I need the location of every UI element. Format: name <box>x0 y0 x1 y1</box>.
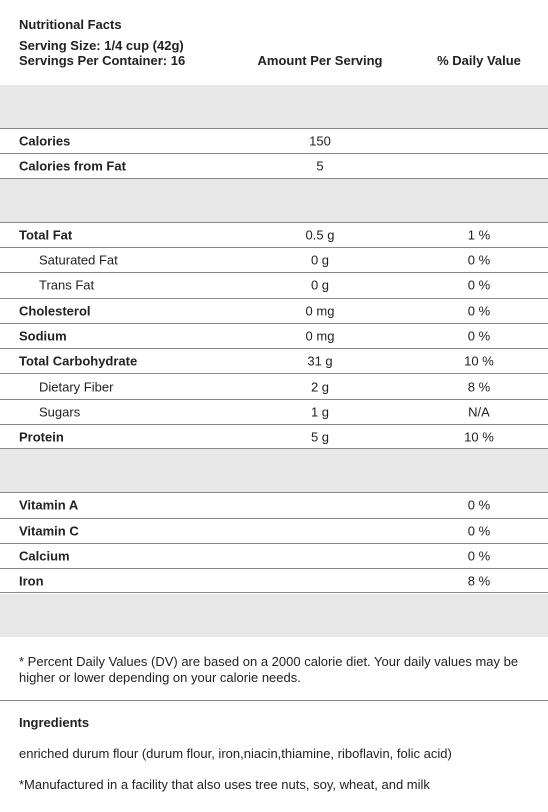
daily-value: 0 % <box>467 303 491 319</box>
amount: 0.5 g <box>305 227 335 243</box>
amount: 5 g <box>310 429 330 445</box>
nutrient-row: Calories from Fat 5 <box>0 153 548 179</box>
daily-value: 8 % <box>467 573 491 589</box>
nutrient-label: Sodium <box>19 328 67 344</box>
nutrient-row: Sugars 1 g N/A <box>0 398 548 424</box>
nutrient-row: Saturated Fat 0 g 0 % <box>0 246 548 272</box>
daily-value: 10 % <box>464 353 494 369</box>
nutrient-label: Vitamin A <box>19 497 79 513</box>
ingredients-heading: Ingredients <box>19 715 90 730</box>
nutrient-label: Saturated Fat <box>39 252 118 268</box>
spacer-band <box>0 85 548 128</box>
daily-value: 0 % <box>467 252 491 268</box>
spacer-band <box>0 593 548 637</box>
spacer-band <box>0 449 548 493</box>
daily-value: 10 % <box>464 429 494 445</box>
column-header: Amount Per Serving <box>257 53 383 68</box>
nutrient-label: Sugars <box>39 404 81 420</box>
nutrient-row: Sodium 0 mg 0 % <box>0 322 548 348</box>
nutrient-row: Protein 5 g 10 % <box>0 424 548 450</box>
nutrient-label: Cholesterol <box>19 303 91 319</box>
nutrient-row: Cholesterol 0 mg 0 % <box>0 297 548 323</box>
amount: 0 mg <box>305 328 335 344</box>
daily-value: 0 % <box>467 523 491 539</box>
title: Nutritional Facts <box>19 17 122 32</box>
daily-value: 0 % <box>467 277 491 293</box>
amount: 150 <box>309 133 331 149</box>
nutrient-label: Iron <box>19 573 44 589</box>
daily-value: N/A <box>468 404 490 420</box>
serving-size: Serving Size: 1/4 cup (42g) <box>19 38 184 53</box>
servings-per-container: Servings Per Container: 16 <box>19 53 186 68</box>
nutrient-row: Vitamin C 0 % <box>0 517 548 543</box>
nutrient-label: Calcium <box>19 548 70 564</box>
amount: 1 g <box>310 404 330 420</box>
ingredients-text: enriched durum flour (durum flour, iron,… <box>19 746 452 761</box>
daily-value: 8 % <box>467 379 491 395</box>
nutrient-label: Calories <box>19 133 71 149</box>
divider <box>0 700 548 701</box>
column-header: % Daily Value <box>437 53 521 68</box>
nutrient-label: Total Fat <box>19 227 73 243</box>
daily-value: 0 % <box>467 548 491 564</box>
amount: 2 g <box>310 379 330 395</box>
nutrient-label: Vitamin C <box>19 523 79 539</box>
nutrient-row: Trans Fat 0 g 0 % <box>0 272 548 297</box>
amount: 0 g <box>310 277 330 293</box>
nutrient-label: Protein <box>19 429 64 445</box>
nutrient-row: Total Fat 0.5 g 1 % <box>0 221 548 247</box>
nutrient-row: Total Carbohydrate 31 g 10 % <box>0 348 548 373</box>
footnote: * Percent Daily Values (DV) are based on… <box>19 654 519 685</box>
amount: 31 g <box>307 353 333 369</box>
nutrient-label: Trans Fat <box>39 277 95 293</box>
nutrient-label: Calories from Fat <box>19 158 126 174</box>
nutrient-label: Total Carbohydrate <box>19 353 138 369</box>
daily-value: 0 % <box>467 328 491 344</box>
nutrient-row: Calcium 0 % <box>0 542 548 568</box>
spacer-band <box>0 178 548 222</box>
amount: 0 g <box>310 252 330 268</box>
nutrient-label: Dietary Fiber <box>39 379 114 395</box>
daily-value: 0 % <box>467 497 491 513</box>
ingredients-note: *Manufactured in a facility that also us… <box>19 777 430 792</box>
nutrient-row: Dietary Fiber 2 g 8 % <box>0 373 548 398</box>
amount: 0 mg <box>305 303 335 319</box>
daily-value: 1 % <box>467 227 491 243</box>
amount: 5 <box>316 158 324 174</box>
nutrient-row: Calories 150 <box>0 128 548 153</box>
nutrient-row: Iron 8 % <box>0 568 548 594</box>
nutrient-row: Vitamin A 0 % <box>0 492 548 517</box>
